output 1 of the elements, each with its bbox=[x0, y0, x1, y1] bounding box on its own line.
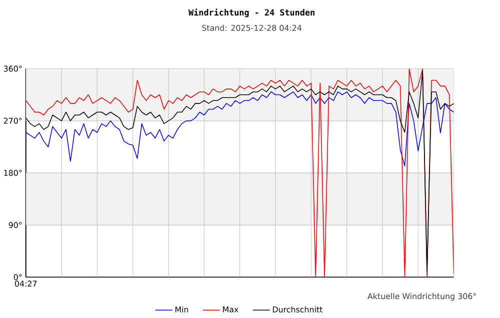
chart-title: Windrichtung - 24 Stunden bbox=[188, 8, 314, 18]
